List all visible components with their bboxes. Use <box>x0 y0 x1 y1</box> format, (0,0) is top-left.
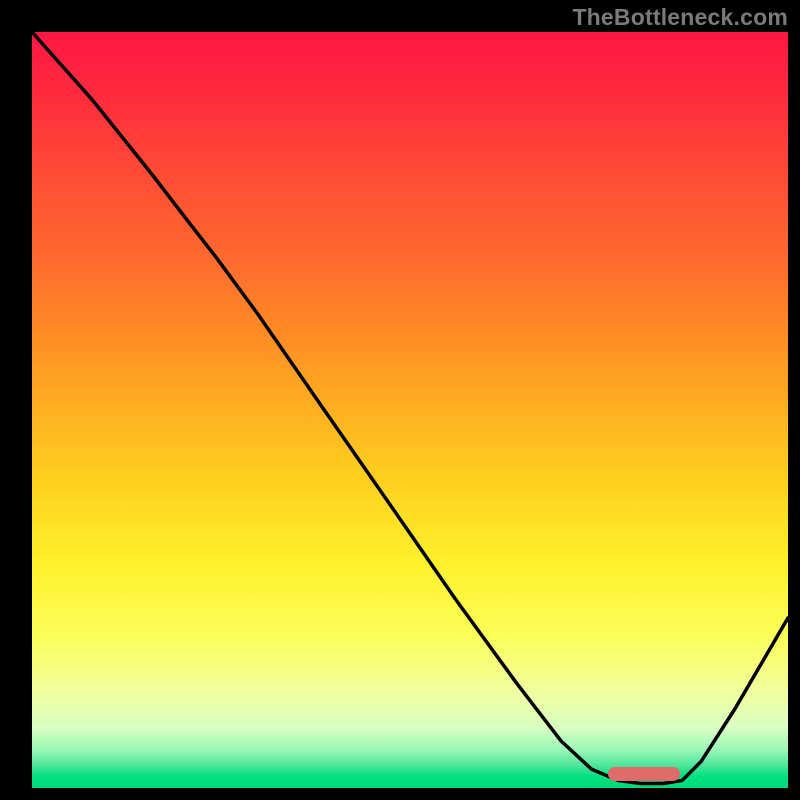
optimal-marker <box>608 767 680 781</box>
chart-frame: TheBottleneck.com <box>0 0 800 800</box>
watermark-text: TheBottleneck.com <box>572 4 788 31</box>
curve-path <box>32 32 788 783</box>
plot-area <box>32 32 788 788</box>
bottleneck-curve <box>32 32 788 788</box>
